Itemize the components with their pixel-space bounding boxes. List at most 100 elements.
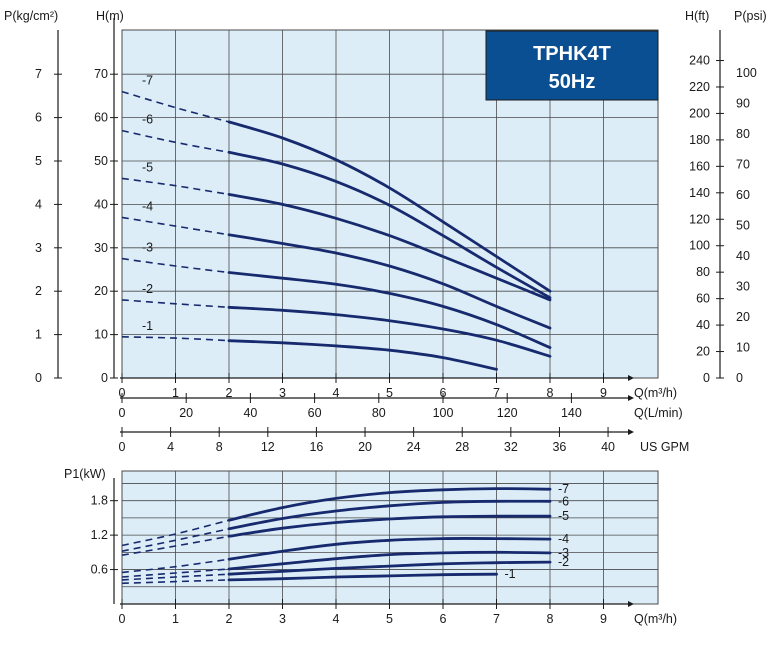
power-curve-chart: 0.6 1.2 1.8 P1(kW) 0 1 2 3 4 5 6 7 8 9 Q(m³/h) -1 -2-3-4…: [64, 467, 677, 626]
p-kgcm2-axis-title: P(kg/cm²): [4, 9, 58, 23]
q-m3h-axis-tick-label: 1: [172, 386, 179, 400]
bottom-q-m3h-axis-tick-label: 1: [172, 612, 179, 626]
q-m3h-axis-tick-label: 3: [279, 386, 286, 400]
curve-label-2: -2: [142, 282, 153, 296]
p-psi-tick-label: 30: [736, 279, 750, 293]
q-m3h-axis-tick-label: 9: [600, 386, 607, 400]
q-m3h-axis-tick-label: 7: [493, 386, 500, 400]
p-kgcm2-tick-label: 3: [35, 241, 42, 255]
h-m-tick-label: 70: [94, 67, 108, 81]
model-name: TPHK4T: [533, 43, 611, 65]
q-m3h-axis-unit: Q(m³/h): [634, 386, 677, 400]
curve-1-dashed: [121, 579, 230, 585]
curve-7-dashed: [121, 519, 230, 547]
h-ft-tick-label: 40: [696, 318, 710, 332]
h-ft-tick-label: 60: [696, 292, 710, 306]
bottom-q-m3h-axis-tick-label: 9: [600, 612, 607, 626]
us-gpm-axis-tick-label: 4: [167, 440, 174, 454]
curve-label-6: -6: [142, 113, 153, 127]
bottom-q-m3h-axis-arrow: [628, 601, 634, 607]
h-m-tick-label: 0: [101, 371, 108, 385]
q-lmin-axis-tick-label: 100: [433, 406, 454, 420]
curve-5-solid: [227, 514, 552, 538]
curve-label-1: -1: [505, 567, 516, 581]
q-lmin-axis-tick-label: 60: [308, 406, 322, 420]
curve-2-dashed: [121, 299, 230, 309]
h-ft-tick-label: 0: [703, 371, 710, 385]
p1-axis-title: P1(kW): [64, 467, 106, 481]
curve-4-solid: [227, 537, 552, 561]
p1-tick-label: 1.8: [91, 494, 108, 508]
bottom-q-m3h-axis-tick-label: 0: [119, 612, 126, 626]
curve-5-dashed: [121, 535, 230, 556]
p1-tick-label: 0.6: [91, 563, 108, 577]
q-lmin-axis-tick-label: 0: [119, 406, 126, 420]
curve-7-dashed: [121, 90, 230, 123]
p-psi-tick-label: 70: [736, 157, 750, 171]
curve-6-dashed: [121, 129, 230, 154]
us-gpm-axis-tick-label: 12: [261, 440, 275, 454]
curve-label-5: -5: [142, 160, 153, 174]
curve-2-dashed: [121, 573, 230, 581]
h-m-tick-label: 20: [94, 284, 108, 298]
curve-3-solid: [227, 550, 552, 571]
h-m-tick-label: 60: [94, 111, 108, 125]
curve-1-solid: [227, 572, 498, 582]
p-psi-tick-label: 60: [736, 188, 750, 202]
h-ft-tick-label: 140: [689, 186, 710, 200]
p-psi-tick-label: 10: [736, 340, 750, 354]
curve-4-dashed: [121, 558, 230, 574]
p-psi-tick-label: 80: [736, 127, 750, 141]
us-gpm-axis-tick-label: 32: [504, 440, 518, 454]
curve-label-7: -7: [558, 482, 569, 496]
h-ft-tick-label: 200: [689, 106, 710, 120]
model-badge-box: [485, 30, 659, 101]
us-gpm-axis-tick-label: 36: [552, 440, 566, 454]
us-gpm-axis-tick-label: 20: [358, 440, 372, 454]
us-gpm-axis-tick-label: 28: [455, 440, 469, 454]
curve-label-6: -6: [558, 494, 569, 508]
curve-7-solid: [227, 487, 552, 522]
bottom-q-m3h-axis-tick-label: 8: [547, 612, 554, 626]
h-m-tick-label: 40: [94, 197, 108, 211]
q-m3h-axis-tick-label: 2: [226, 386, 233, 400]
us-gpm-axis-arrow: [628, 429, 634, 435]
h-ft-tick-label: 160: [689, 159, 710, 173]
q-lmin-axis-arrow: [628, 395, 634, 401]
h-ft-tick-label: 180: [689, 133, 710, 147]
h-m-axis-title: H(m): [96, 9, 124, 23]
curve-7-solid: [227, 120, 552, 293]
curve-label-1: -1: [142, 319, 153, 333]
curve-6-solid: [227, 499, 552, 531]
p-psi-tick-label: 100: [736, 66, 757, 80]
p-kgcm2-tick-label: 1: [35, 328, 42, 342]
bottom-q-m3h-axis-tick-label: 4: [333, 612, 340, 626]
p-psi-tick-label: 40: [736, 249, 750, 263]
q-m3h-axis-tick-label: 5: [386, 386, 393, 400]
us-gpm-axis-tick-label: 40: [601, 440, 615, 454]
q-m3h-axis-arrow: [628, 375, 634, 381]
curve-6-solid: [227, 150, 552, 300]
plot-area: [121, 470, 659, 605]
q-lmin-axis-tick-label: 40: [243, 406, 257, 420]
curve-4-solid: [227, 233, 552, 330]
bottom-q-m3h-axis-unit: Q(m³/h): [634, 612, 677, 626]
h-m-tick-label: 10: [94, 328, 108, 342]
p-kgcm2-tick-label: 2: [35, 284, 42, 298]
q-m3h-axis-tick-label: 4: [333, 386, 340, 400]
h-ft-tick-label: 120: [689, 212, 710, 226]
curve-label-5: -5: [558, 509, 569, 523]
h-ft-tick-label: 100: [689, 239, 710, 253]
us-gpm-axis-unit: US GPM: [640, 440, 689, 454]
curve-label-3: -3: [558, 546, 569, 560]
curve-5-solid: [227, 193, 552, 302]
p-psi-tick-label: 0: [736, 371, 743, 385]
bottom-q-m3h-axis-tick-label: 5: [386, 612, 393, 626]
curve-5-dashed: [121, 177, 230, 196]
curve-4-dashed: [121, 216, 230, 236]
h-m-tick-label: 50: [94, 154, 108, 168]
q-lmin-axis-tick-label: 20: [179, 406, 193, 420]
us-gpm-axis-tick-label: 24: [407, 440, 421, 454]
curve-3-solid: [227, 271, 552, 349]
